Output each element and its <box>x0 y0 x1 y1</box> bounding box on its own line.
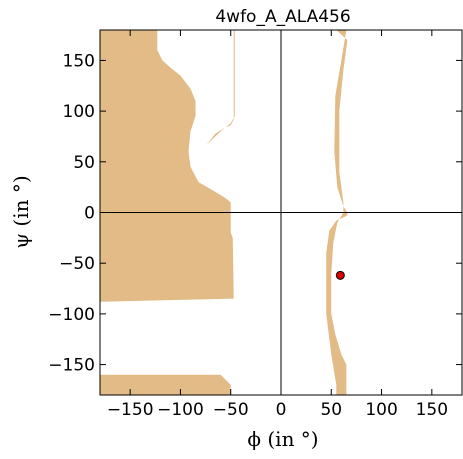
x-axis-label: ϕ (in °) <box>247 427 318 451</box>
x-tick-label: 150 <box>416 400 448 420</box>
x-tick-label: 100 <box>365 400 397 420</box>
y-tick-label: 50 <box>73 153 95 173</box>
x-tick-label: 50 <box>320 400 342 420</box>
x-tick-label: 0 <box>276 400 287 420</box>
y-tick-label: −150 <box>48 356 95 376</box>
y-tick-label: −100 <box>48 305 95 325</box>
allowed-region-0 <box>100 30 234 302</box>
x-tick-label: −150 <box>107 400 154 420</box>
chart-title: 4wfo_A_ALA456 <box>215 7 350 27</box>
y-axis-label: ψ (in °) <box>9 175 33 248</box>
data-point <box>335 270 345 280</box>
x-tick-label: −50 <box>213 400 249 420</box>
allowed-region-3 <box>326 30 348 395</box>
x-tick-label: −100 <box>157 400 204 420</box>
y-tick-label: −50 <box>59 254 95 274</box>
allowed-region-1 <box>206 30 241 145</box>
y-tick-label: 150 <box>63 51 95 71</box>
y-tick-label: 0 <box>84 204 95 224</box>
allowed-region-2 <box>100 374 231 395</box>
allowed-regions <box>100 30 348 395</box>
y-tick-label: 100 <box>63 102 95 122</box>
